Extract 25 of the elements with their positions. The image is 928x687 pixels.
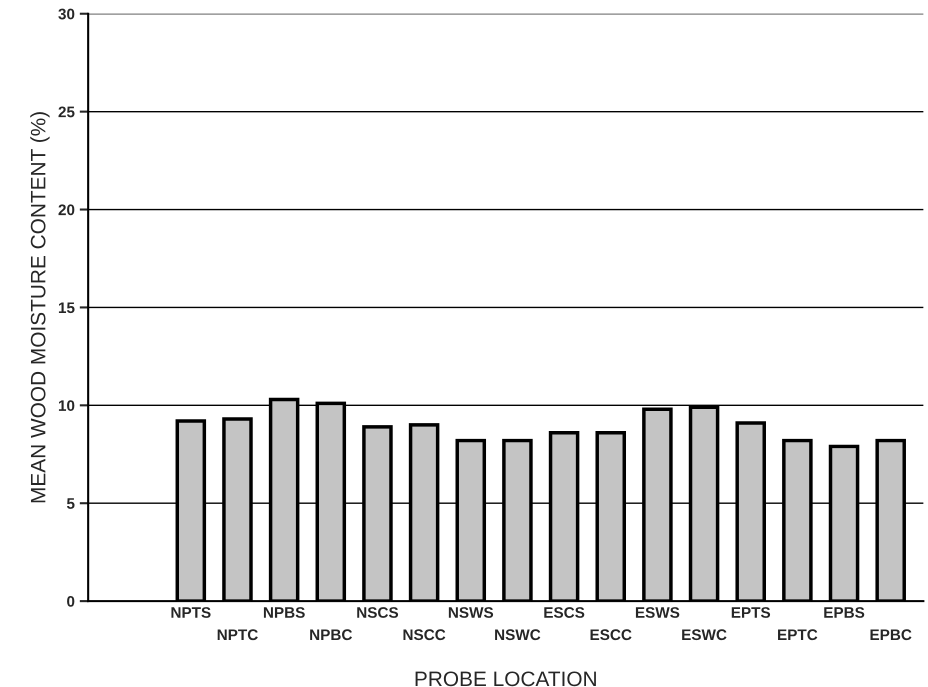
x-tick-label: NPBS	[264, 607, 305, 618]
x-tick-label: ESWS	[636, 607, 680, 618]
x-tick-label: NPTC	[218, 629, 258, 640]
x-tick-label: NPTS	[171, 607, 211, 618]
y-axis-title: MEAN WOOD MOISTURE CONTENT (%)	[30, 112, 50, 502]
y-tick-label: 5	[66, 498, 75, 509]
x-tick-label: NSWS	[448, 607, 494, 618]
x-tick-label: EPTS	[732, 607, 770, 618]
x-tick-label: EPBS	[824, 607, 864, 618]
y-tick-label: 25	[58, 106, 75, 118]
y-tick-label: 30	[58, 8, 74, 20]
x-tick-label: ESWC	[682, 629, 727, 640]
x-tick-label: EPTC	[778, 629, 818, 640]
x-tick-label: NSCC	[403, 629, 446, 640]
y-tick-label: 20	[58, 204, 74, 216]
x-tick-label: ESCC	[590, 629, 632, 640]
x-tick-label: NSCS	[357, 607, 398, 618]
x-tick-label: NPBC	[310, 629, 352, 640]
y-tick-label: 15	[58, 302, 75, 314]
x-tick-label: NSWC	[495, 629, 540, 640]
y-tick-label: 0	[67, 596, 74, 607]
x-axis-title: PROBE LOCATION	[416, 671, 596, 686]
x-tick-label: EPBC	[870, 629, 912, 640]
y-tick-label: 10	[58, 400, 74, 412]
x-tick-label: ESCS	[544, 607, 584, 618]
